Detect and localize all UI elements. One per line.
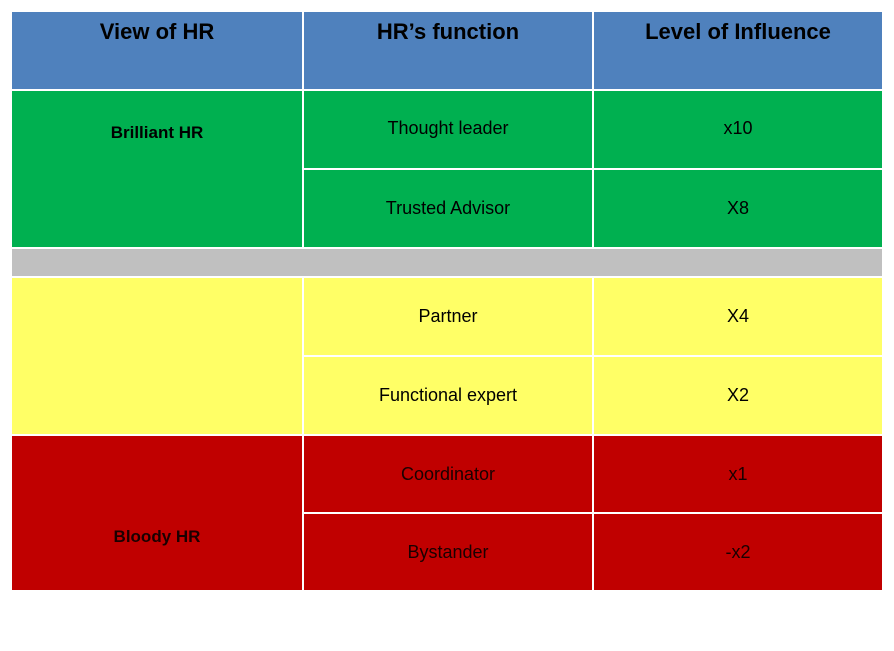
influence-cell: x10 [594,91,882,168]
function-cell: Partner [304,278,592,355]
header-label: Level of Influence [645,19,831,44]
function-label: Trusted Advisor [385,198,511,218]
function-cell: Functional expert [304,357,592,434]
influence-value: -x2 [725,541,751,562]
group-brilliant-hr: Brilliant HR [12,91,302,247]
function-label: Bystander [407,541,489,562]
header-label: HR’s function [376,19,520,44]
header-label: View of HR [99,19,215,44]
influence-cell: X2 [594,357,882,434]
function-label: Partner [418,306,478,326]
function-label: Functional expert [378,385,518,405]
function-label: Coordinator [400,463,496,484]
influence-cell: -x2 [594,514,882,590]
function-label: Thought leader [387,118,509,138]
influence-cell: X4 [594,278,882,355]
function-cell: Coordinator [304,436,592,512]
function-cell: Trusted Advisor [304,170,592,247]
influence-value: x10 [723,118,753,138]
header-view-of-hr: View of HR [12,12,302,89]
group-middle [12,278,302,434]
influence-value: X2 [726,385,750,405]
header-level-of-influence: Level of Influence [594,12,882,89]
influence-value: X8 [726,198,750,218]
group-bloody-hr: Bloody HR [12,436,302,590]
function-cell: Thought leader [304,91,592,168]
influence-value: X4 [726,306,750,326]
function-cell: Bystander [304,514,592,590]
influence-value: x1 [728,463,748,484]
header-hr-function: HR’s function [304,12,592,89]
influence-cell: X8 [594,170,882,247]
group-label: Brilliant HR [110,123,204,142]
group-label: Bloody HR [113,527,201,546]
influence-cell: x1 [594,436,882,512]
separator-row [12,249,882,276]
